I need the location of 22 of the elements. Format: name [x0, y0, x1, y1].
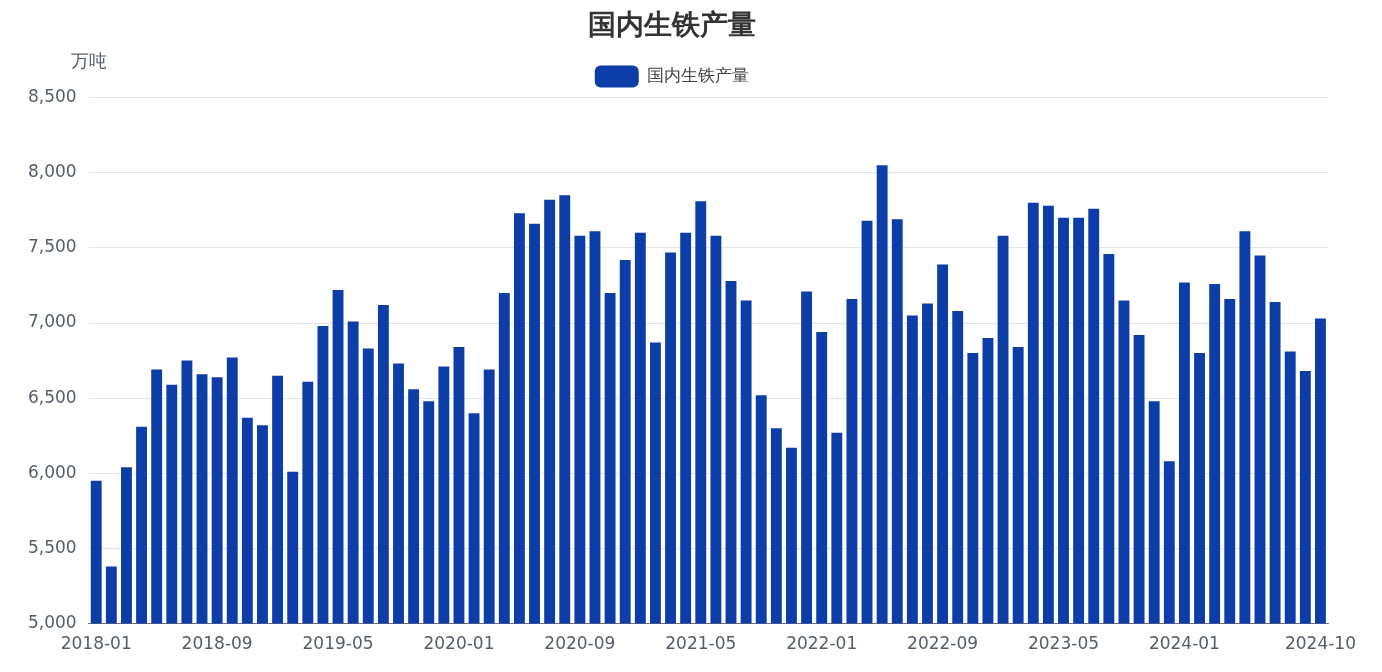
y-tick-label: 8,000 [28, 161, 77, 182]
y-tick-label: 7,500 [28, 236, 77, 257]
y-tick-label: 5,500 [28, 536, 77, 557]
x-tick-label: 2023-05 [1027, 633, 1100, 654]
y-axis-title: 万吨 [70, 50, 107, 72]
y-tick-label: 6,500 [28, 386, 77, 407]
x-tick-label: 2024-10 [1284, 633, 1356, 654]
y-tick-label: 5,000 [28, 612, 77, 633]
x-tick-label: 2022-01 [786, 633, 858, 654]
chart-title: 国内生铁产量 [588, 8, 756, 42]
x-tick-label: 2022-09 [907, 633, 979, 654]
x-tick-label: 2018-09 [181, 633, 253, 654]
x-tick-label: 2020-09 [544, 633, 616, 654]
legend-label: 国内生铁产量 [647, 65, 750, 86]
y-tick-label: 8,500 [28, 86, 77, 107]
y-tick-label: 7,000 [28, 311, 77, 332]
x-tick-label: 2021-05 [665, 633, 737, 654]
x-tick-label: 2018-01 [60, 633, 132, 654]
x-tick-label: 2024-01 [1148, 633, 1220, 654]
x-tick-label: 2019-05 [302, 633, 374, 654]
y-tick-label: 6,000 [28, 461, 77, 482]
x-tick-label: 2020-01 [423, 633, 495, 654]
